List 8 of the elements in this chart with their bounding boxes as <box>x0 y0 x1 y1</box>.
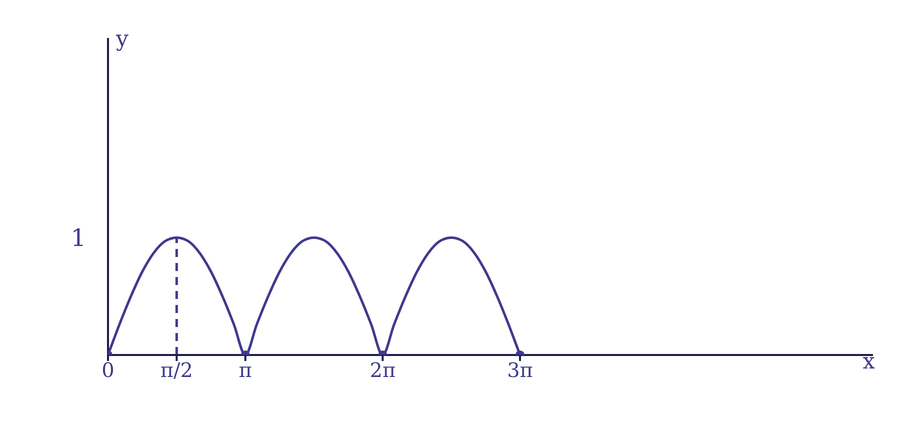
x-tick-label: 2π <box>370 358 396 382</box>
x-tick-label: π/2 <box>160 358 193 382</box>
text: 1 <box>70 224 86 252</box>
x-axis-title: x <box>862 350 876 375</box>
x-tick-label: 3π <box>507 358 533 382</box>
text: y <box>115 26 129 52</box>
x-tick-label: 0 <box>102 358 114 382</box>
x-tick-label: π <box>238 358 252 382</box>
